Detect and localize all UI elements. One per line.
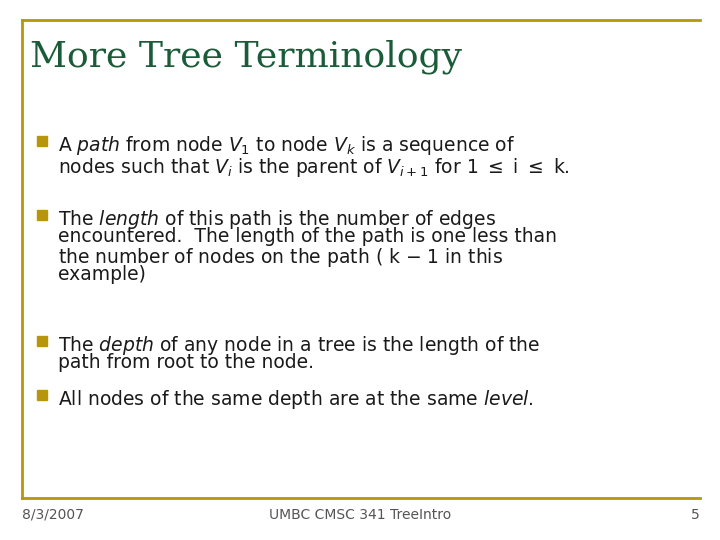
Text: All nodes of the same depth are at the same $\mathit{level}$.: All nodes of the same depth are at the s… [58, 388, 534, 411]
Text: The $\mathit{depth}$ of any node in a tree is the length of the: The $\mathit{depth}$ of any node in a tr… [58, 334, 540, 357]
Text: the number of nodes on the path ( k $-$ 1 in this: the number of nodes on the path ( k $-$ … [58, 246, 503, 269]
Text: 5: 5 [691, 508, 700, 522]
Text: UMBC CMSC 341 TreeIntro: UMBC CMSC 341 TreeIntro [269, 508, 451, 522]
Text: encountered.  The length of the path is one less than: encountered. The length of the path is o… [58, 227, 557, 246]
Text: path from root to the node.: path from root to the node. [58, 353, 314, 372]
Text: example): example) [58, 265, 146, 284]
Text: A $\mathit{path}$ from node $V_1$ to node $V_k$ is a sequence of: A $\mathit{path}$ from node $V_1$ to nod… [58, 134, 516, 157]
Text: The $\mathit{length}$ of this path is the number of edges: The $\mathit{length}$ of this path is th… [58, 208, 496, 231]
Text: 8/3/2007: 8/3/2007 [22, 508, 84, 522]
Text: More Tree Terminology: More Tree Terminology [30, 40, 462, 75]
Text: nodes such that $V_i$ is the parent of $V_{i+1}$ for 1 $\leq$ i $\leq$ k.: nodes such that $V_i$ is the parent of $… [58, 156, 570, 179]
